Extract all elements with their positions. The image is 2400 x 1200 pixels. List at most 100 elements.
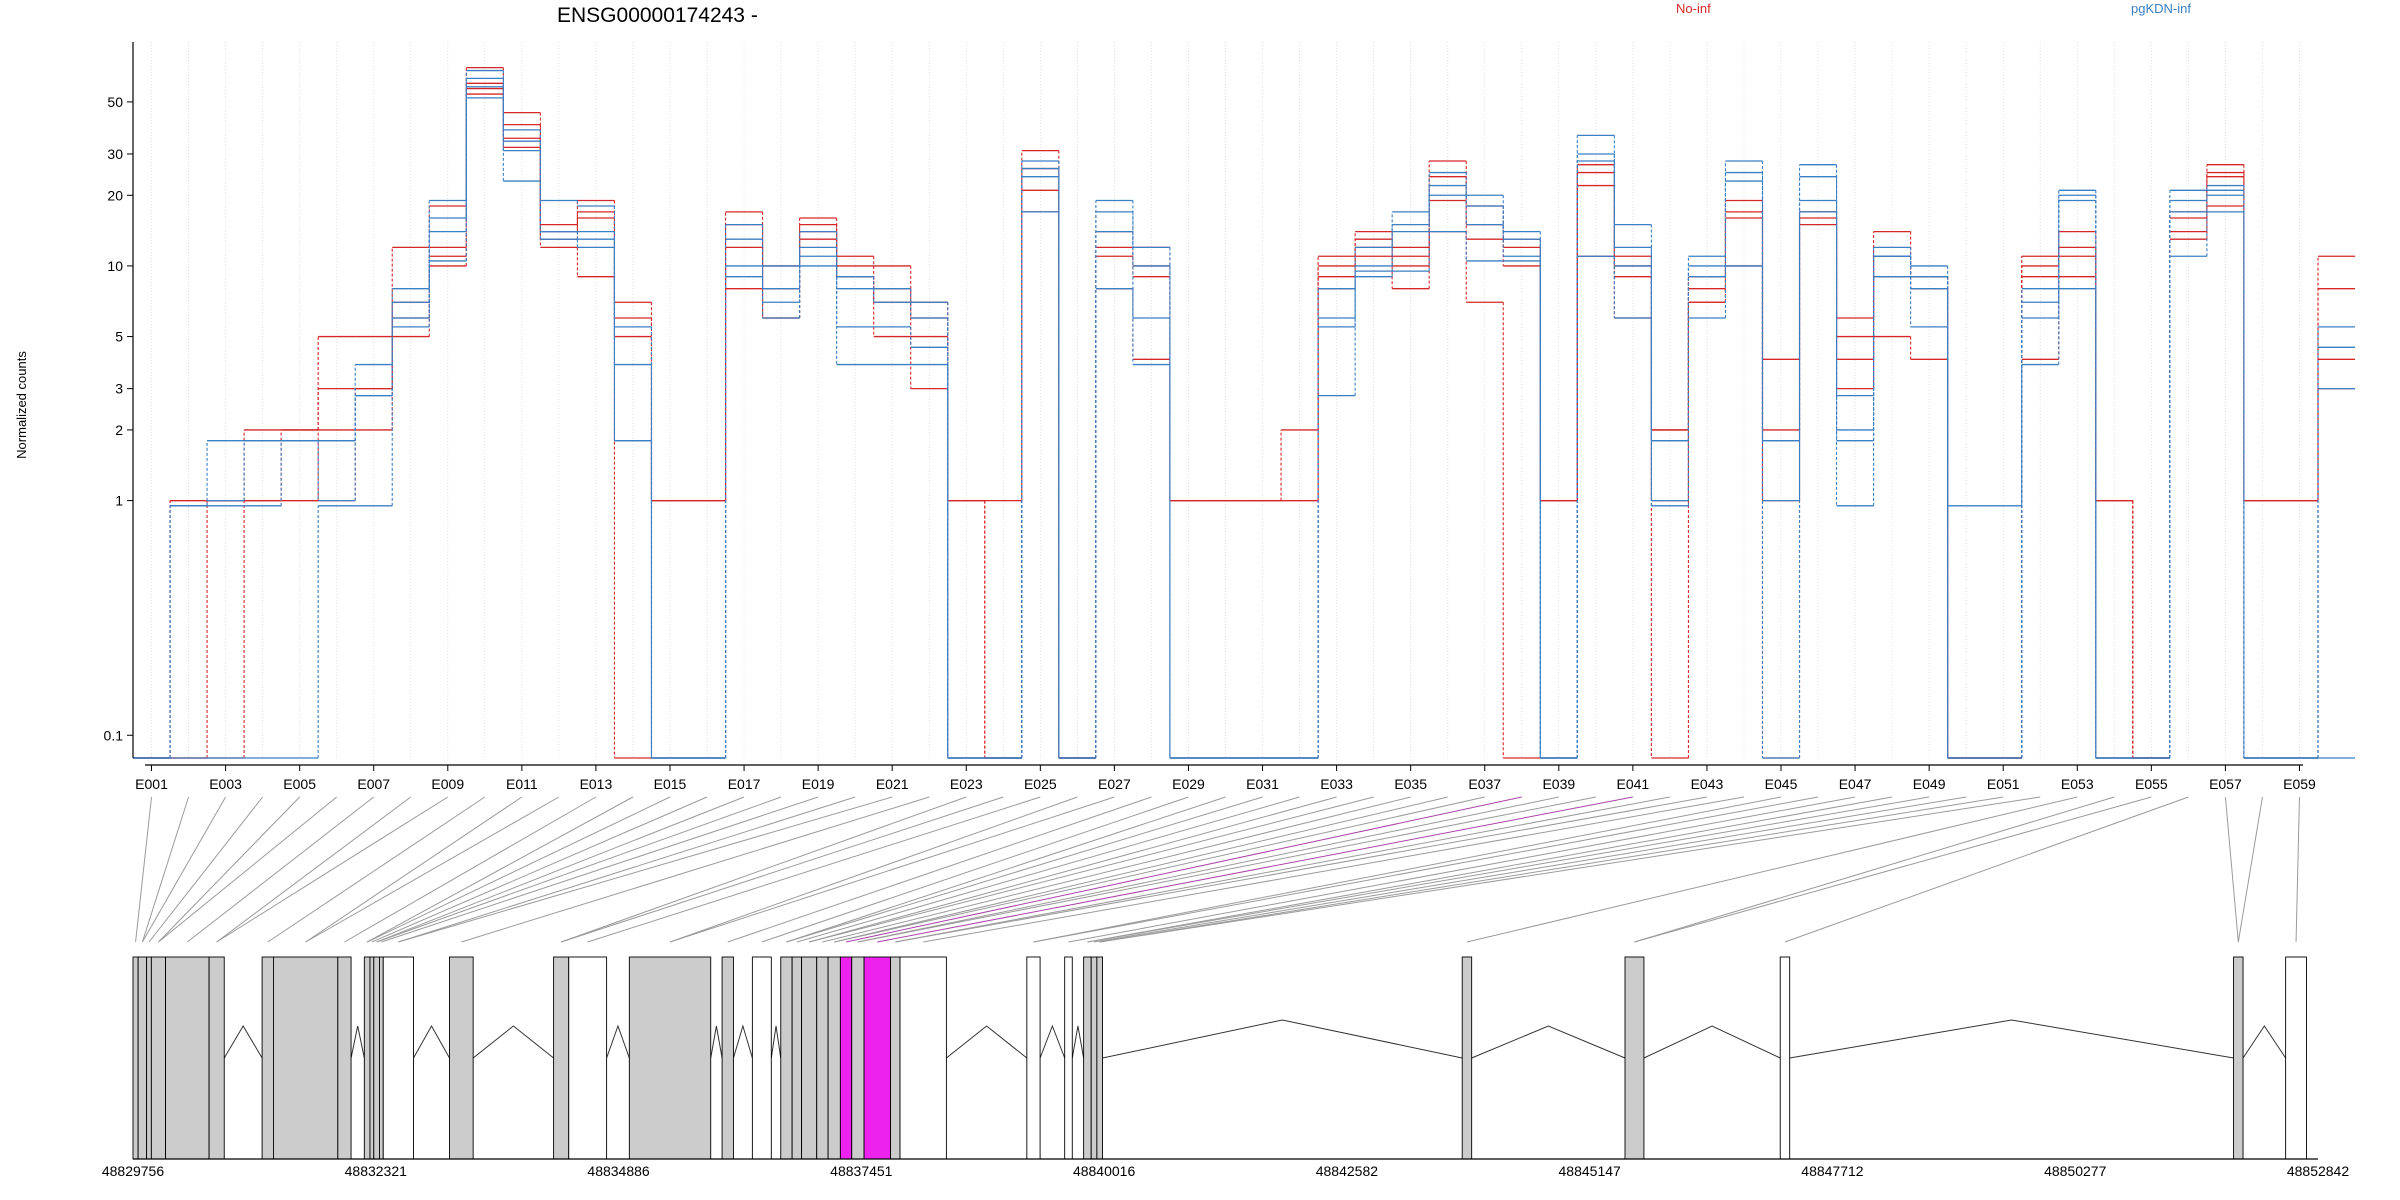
x-tick-label: E003 [209,776,242,792]
x-tick-label: E053 [2061,776,2094,792]
x-tick-label: E029 [1172,776,1205,792]
exon-box [1461,956,1473,1160]
exon-connector [1033,796,1782,943]
intron-line [732,1024,753,1059]
exon-connector [376,796,745,943]
coordinate-label: 48832321 [345,1163,408,1179]
x-tick-label: E041 [1617,776,1650,792]
x-tick-label: E059 [2283,776,2316,792]
exon-box [751,956,772,1160]
exon-box [851,956,865,1160]
x-tick-label: E055 [2135,776,2168,792]
y-tick-label: 1 [115,493,123,509]
coordinate-label: 48837451 [830,1163,893,1179]
exon-connector [141,796,190,943]
exon-connector [267,796,486,943]
exon-box [1064,956,1073,1160]
exon-box [2233,956,2244,1160]
coordinate-label: 48852842 [2287,1163,2350,1179]
exon-connector [371,796,708,943]
x-tick-label: E051 [1987,776,2020,792]
exon-box [363,956,371,1160]
exon-connector [1087,796,1930,943]
exon-box [337,956,352,1160]
exon-box [261,956,274,1160]
x-tick-label: E039 [1542,776,1575,792]
exon-connector [822,796,1411,943]
exon-box [379,956,384,1160]
exon-connector [158,796,301,943]
exon-connector [398,796,893,943]
exon-box [373,956,380,1160]
intron-line [606,1024,630,1059]
exon-connector [669,796,1115,943]
exon-connector [923,796,1745,943]
exon-connector [561,796,1004,943]
exon-connector [1634,796,2115,943]
exon-connector [148,796,264,943]
exon-box [839,956,853,1160]
x-tick-label: E037 [1468,776,1501,792]
coordinate-label: 48847712 [1801,1163,1864,1179]
legend-entry-no-inf: No-inf [1676,1,1711,16]
intron-line [1643,1025,1781,1059]
intron-line [1789,1019,2234,1059]
exon-box [1090,956,1098,1160]
exon-connector [381,796,819,943]
intron-line [1471,1025,1626,1059]
exon-box [1026,956,1041,1160]
exon-box [721,956,734,1160]
exon-box [568,956,608,1160]
x-tick-label: E057 [2209,776,2242,792]
exon-box [208,956,225,1160]
exon-box [1096,956,1104,1160]
x-tick-label: E021 [876,776,909,792]
exon-connector [786,796,1226,943]
exon-box [791,956,803,1160]
legend-entry-pgkdn-inf: pgKDN-inf [2131,1,2191,16]
exon-connector [786,796,1263,943]
exon-connector [344,796,597,943]
exon-connector [809,796,1374,943]
exon-connector [1033,796,1819,943]
intron-line [1039,1024,1066,1059]
x-tick-label: E031 [1246,776,1279,792]
exon-box [132,956,139,1160]
series-pgKDN-inf-7 [133,97,2356,759]
exon-connector [366,796,634,943]
coordinate-label: 48834886 [587,1163,650,1179]
x-tick-label: E035 [1394,776,1427,792]
exon-connector [141,796,227,943]
x-tick-label: E013 [580,776,613,792]
exon-box [780,956,793,1160]
exon-connector [1099,796,2004,943]
x-tick-label: E027 [1098,776,1131,792]
exon-box [137,956,148,1160]
exon-connector [796,796,1300,943]
exon-box [890,956,901,1160]
exon-connector [1784,796,2189,943]
y-tick-label: 3 [115,381,123,397]
exon-connector [761,796,1189,943]
chart-title: ENSG00000174243 - [557,4,758,27]
exon-box [628,956,712,1160]
exon-connector [158,796,338,943]
x-tick-label: E017 [728,776,761,792]
y-tick-label: 10 [107,258,123,274]
intron-line [770,1025,782,1059]
x-tick-label: E019 [802,776,835,792]
intron-line [946,1025,1028,1059]
x-tick-label: E043 [1691,776,1724,792]
exon-connector [845,796,1522,943]
intron-line [1102,1019,1463,1059]
intron-line [1071,1025,1085,1059]
intron-line [413,1024,450,1059]
exon-connector [216,796,449,943]
exon-connector [2237,796,2263,943]
exon-connector [857,796,1596,943]
exon-connector [895,796,1708,943]
x-tick-label: E033 [1320,776,1353,792]
exon-box [1083,956,1092,1160]
exon-connector [187,796,375,943]
